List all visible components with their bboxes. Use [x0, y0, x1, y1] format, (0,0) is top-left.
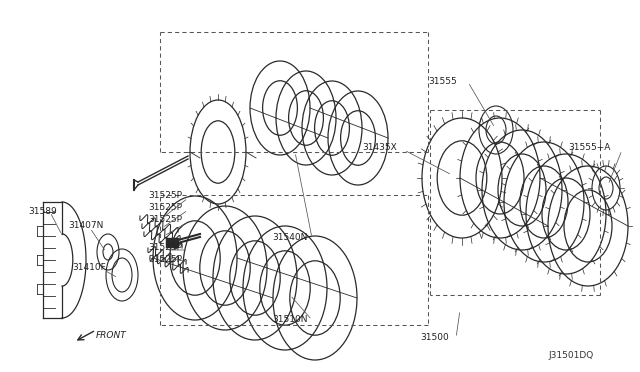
Text: 31589: 31589 — [28, 208, 57, 217]
Bar — [166, 238, 178, 247]
Text: J31501DQ: J31501DQ — [548, 350, 593, 359]
Text: 31435X: 31435X — [362, 144, 397, 153]
Text: 31525P: 31525P — [148, 192, 182, 201]
Text: 31525P: 31525P — [148, 256, 182, 264]
Text: FRONT: FRONT — [96, 331, 127, 340]
Text: 31510N: 31510N — [272, 315, 307, 324]
Text: 31500: 31500 — [420, 334, 449, 343]
Text: 31555+A: 31555+A — [568, 144, 611, 153]
Text: 31525P: 31525P — [148, 244, 182, 253]
Text: 31410F: 31410F — [72, 263, 106, 273]
Text: 31555: 31555 — [428, 77, 457, 87]
Text: 31407N: 31407N — [68, 221, 104, 231]
Text: 31540N: 31540N — [272, 234, 307, 243]
Text: 31525P: 31525P — [148, 215, 182, 224]
Text: 31525P: 31525P — [148, 203, 182, 212]
